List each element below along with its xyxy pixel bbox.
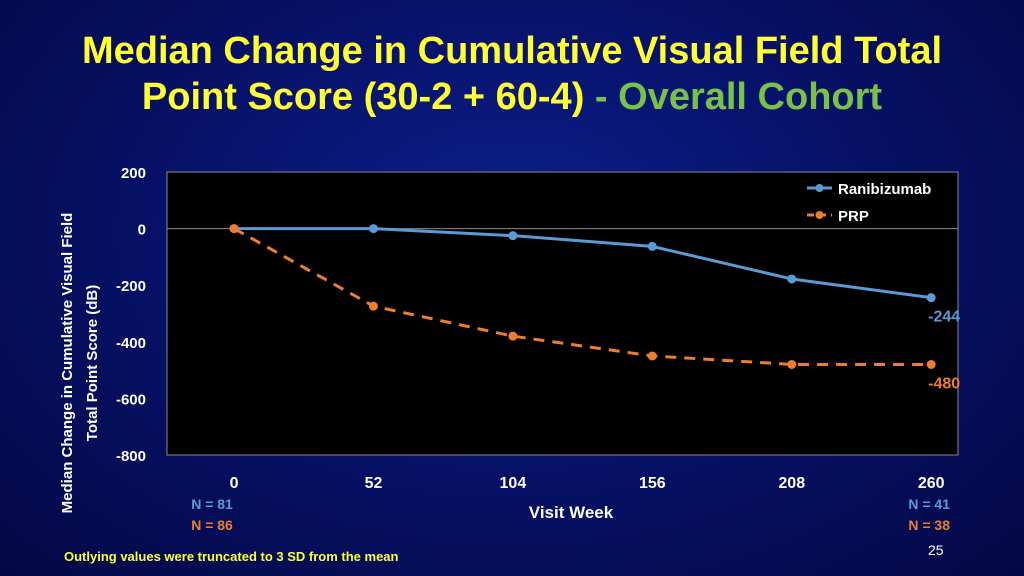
n-label-week-0: N = 86 bbox=[191, 517, 233, 533]
y-tick-label: 0 bbox=[138, 222, 146, 239]
end-value-label-prp: -480 bbox=[928, 375, 960, 392]
y-axis-label-line-1: Median Change in Cumulative Visual Field bbox=[59, 213, 76, 514]
data-point-ranibizumab bbox=[787, 274, 797, 284]
data-point-prp bbox=[926, 359, 936, 369]
x-tick-label: 156 bbox=[639, 475, 666, 492]
title-line-2-accent: Overall Cohort bbox=[618, 76, 883, 118]
legend-label-prp: PRP bbox=[838, 208, 869, 225]
data-point-prp bbox=[368, 301, 378, 311]
y-tick-label: -200 bbox=[116, 278, 146, 295]
n-label-week-0: N = 81 bbox=[191, 496, 233, 512]
title-line-2-main: Point Score (30-2 + 60-4) bbox=[141, 76, 585, 118]
title-line-2-sep: - bbox=[584, 76, 619, 118]
x-tick-label: 208 bbox=[778, 475, 805, 492]
x-tick-label: 104 bbox=[500, 475, 527, 492]
n-label-week-260: N = 41 bbox=[908, 496, 950, 512]
data-point-ranibizumab bbox=[508, 231, 518, 241]
y-tick-label: -600 bbox=[116, 391, 146, 408]
x-axis-label: Visit Week bbox=[529, 503, 614, 522]
legend-marker-ranibizumab bbox=[815, 184, 824, 192]
data-point-prp bbox=[787, 359, 797, 369]
data-point-ranibizumab bbox=[647, 241, 657, 251]
y-tick-label: -800 bbox=[116, 448, 146, 465]
page-number: 25 bbox=[928, 542, 944, 558]
data-point-prp bbox=[508, 331, 518, 341]
x-tick-label: 52 bbox=[365, 475, 383, 492]
title-line-2: Point Score (30-2 + 60-4) - Overall Coho… bbox=[0, 74, 1024, 120]
y-tick-label: -400 bbox=[116, 335, 146, 352]
series-line-ranibizumab bbox=[234, 227, 932, 300]
footnote: Outlying values were truncated to 3 SD f… bbox=[64, 549, 399, 564]
data-point-prp bbox=[647, 351, 657, 361]
title-line-1: Median Change in Cumulative Visual Field… bbox=[81, 30, 943, 72]
y-axis-label-line-2: Total Point Score (dB) bbox=[84, 285, 101, 441]
data-point-prp bbox=[229, 224, 239, 234]
y-tick-label: 200 bbox=[121, 165, 146, 182]
legend-label-ranibizumab: Ranibizumab bbox=[838, 181, 931, 198]
plot-area bbox=[166, 171, 959, 456]
x-tick-label: 260 bbox=[918, 475, 945, 492]
data-point-ranibizumab bbox=[926, 293, 936, 303]
end-value-label-ranibizumab: -244 bbox=[928, 309, 960, 326]
legend-marker-prp bbox=[815, 211, 824, 219]
x-tick-label: 0 bbox=[230, 475, 239, 492]
n-label-week-260: N = 38 bbox=[908, 517, 950, 533]
data-point-ranibizumab bbox=[368, 224, 378, 234]
slide-title: Median Change in Cumulative Visual Field… bbox=[0, 28, 1024, 120]
